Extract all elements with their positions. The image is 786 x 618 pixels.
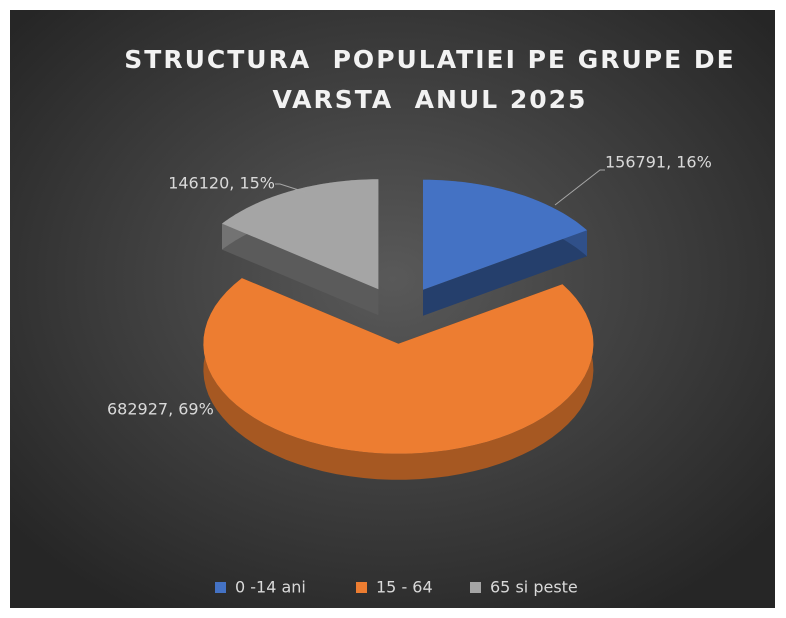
legend-swatch	[470, 582, 481, 593]
pie-slice	[222, 179, 379, 316]
chart-background	[10, 10, 775, 608]
legend-swatch	[356, 582, 367, 593]
leader-line	[554, 169, 605, 206]
legend-swatch	[215, 582, 226, 593]
chart-title: STRUCTURA POPULATIEI PE GRUPE DE VARSTA …	[124, 45, 747, 114]
legend-label: 0 -14 ani	[235, 578, 306, 597]
pie-slice	[203, 278, 594, 480]
slice-wall	[423, 230, 587, 316]
data-label: 146120, 15%	[168, 174, 275, 193]
legend-label: 15 - 64	[376, 578, 433, 597]
data-label: 682927, 69%	[107, 400, 214, 419]
legend-label: 65 si peste	[490, 578, 578, 597]
slice-top	[423, 179, 587, 290]
pie-slice	[423, 179, 587, 316]
data-label: 156791, 16%	[605, 153, 712, 172]
slice-wall	[222, 223, 379, 316]
slice-top	[203, 278, 594, 454]
leader-line	[275, 183, 306, 193]
slice-top	[222, 179, 379, 290]
